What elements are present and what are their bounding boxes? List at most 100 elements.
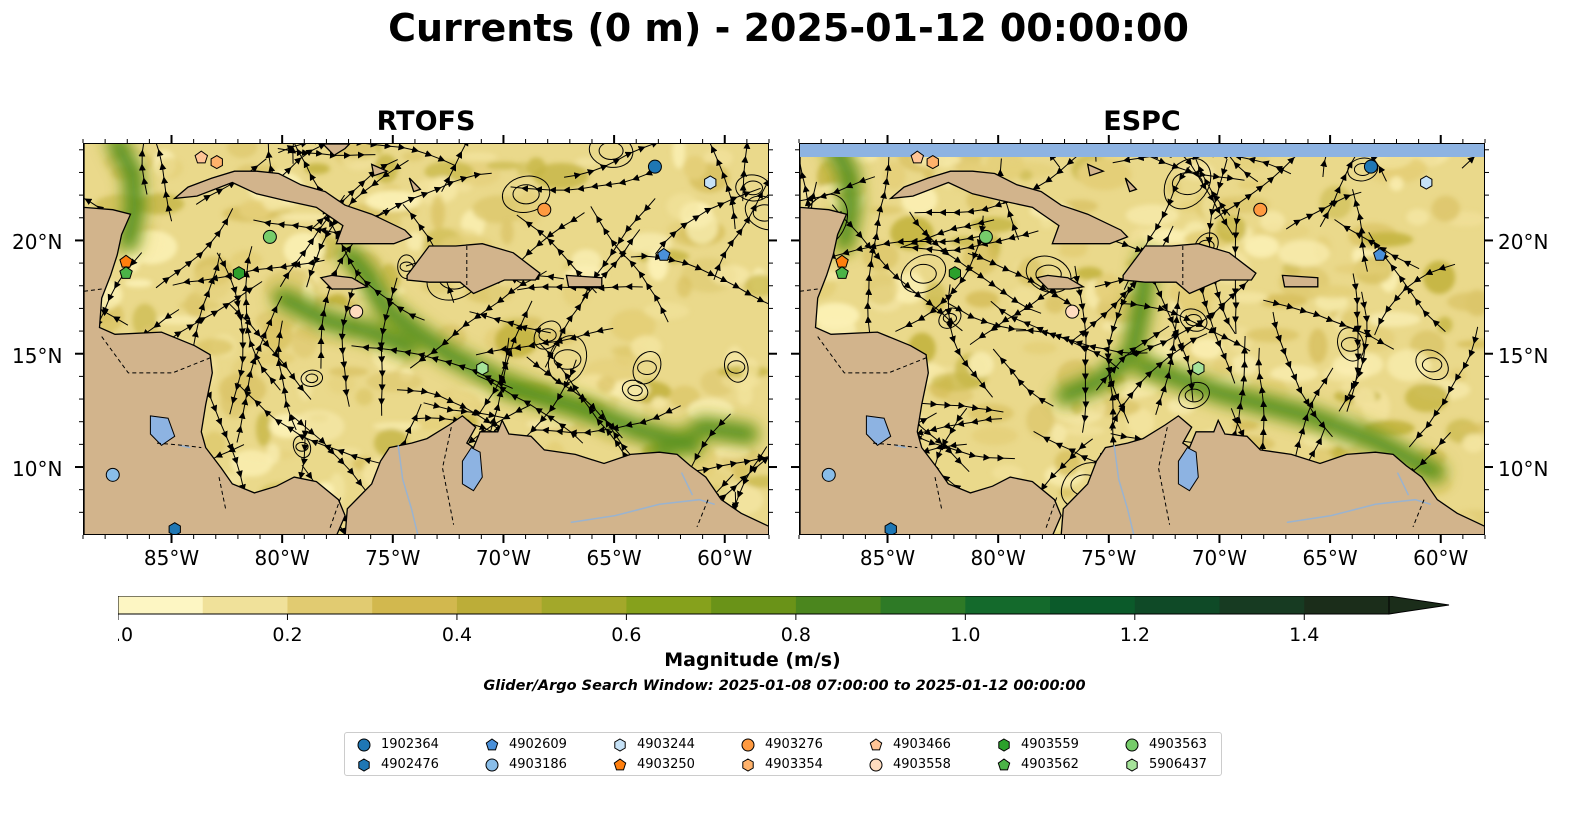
panel-title-rtofs: RTOFS — [376, 106, 476, 137]
legend-label: 5906437 — [1149, 757, 1207, 772]
colorbar-segment — [711, 596, 797, 614]
lat-label-10n-right: 10°N — [1498, 457, 1549, 481]
float-marker-4903559 — [948, 266, 961, 281]
lon-label: 80°W — [970, 546, 1026, 570]
float-marker-4903244 — [1420, 175, 1433, 190]
float-marker-4903563 — [978, 229, 993, 244]
colorbar-tick-label: 1.2 — [1120, 624, 1150, 646]
colorbar-segment — [372, 596, 458, 614]
float-marker-4903563 — [262, 229, 277, 244]
colorbar-tick-label: 1.4 — [1289, 624, 1319, 646]
float-marker-4903558 — [349, 304, 364, 319]
colorbar-segment — [965, 596, 1051, 614]
colorbar-segment — [795, 596, 882, 614]
float-marker-1902364 — [647, 159, 662, 174]
lat-label-15n: 15°N — [12, 344, 63, 368]
legend-marker-icon — [741, 738, 755, 751]
lon-label: 70°W — [475, 546, 532, 570]
float-marker-4903186 — [821, 467, 836, 482]
legend-item: 4903563 — [1125, 737, 1207, 752]
legend-marker-icon — [742, 757, 754, 772]
map-espc[interactable] — [799, 143, 1485, 535]
lon-label: 70°W — [1191, 546, 1248, 570]
lon-label: 75°W — [365, 546, 421, 570]
colorbar-segment — [1219, 596, 1305, 614]
lat-label-15n-right: 15°N — [1498, 344, 1549, 368]
float-marker-4903466 — [194, 150, 209, 164]
legend-marker-icon — [357, 738, 371, 751]
legend-marker-icon — [485, 758, 499, 771]
lon-label: 60°W — [697, 546, 753, 570]
float-marker-4902476 — [168, 522, 181, 534]
page-title: Currents (0 m) - 2025-01-12 00:00:00 — [388, 6, 1189, 50]
colorbar-segment — [202, 596, 288, 614]
legend-item: 4903276 — [741, 737, 823, 752]
lat-label-20n: 20°N — [12, 230, 63, 254]
legend-label: 4902609 — [509, 737, 567, 752]
legend-marker-icon — [997, 757, 1011, 770]
colorbar-tick-label: 0.6 — [611, 624, 641, 646]
colorbar-tick-label: 0.4 — [442, 624, 472, 646]
legend-item: 4903186 — [485, 757, 567, 772]
legend-item: 4903558 — [869, 757, 951, 772]
colorbar-segment — [1304, 596, 1390, 614]
map-rtofs[interactable] — [83, 143, 769, 535]
colorbar-segment — [118, 596, 204, 614]
legend-item: 1902364 — [357, 737, 439, 752]
legend-marker-icon — [998, 737, 1010, 752]
float-marker-5906437 — [476, 361, 489, 376]
legend-item: 4903244 — [613, 737, 695, 752]
float-marker-4902609 — [1373, 247, 1387, 261]
float-marker-4903276 — [537, 202, 552, 217]
legend-item: 4903559 — [997, 737, 1079, 752]
legend-label: 4903558 — [893, 757, 951, 772]
float-marker-5906437 — [1192, 361, 1205, 376]
float-marker-4902476 — [884, 522, 897, 534]
lon-label: 65°W — [586, 546, 642, 570]
float-marker-4903559 — [232, 266, 245, 281]
legend-item: 4902609 — [485, 737, 567, 752]
legend-marker-icon — [1125, 738, 1139, 751]
float-marker-4903558 — [1065, 304, 1080, 319]
lon-label: 80°W — [254, 546, 310, 570]
legend-item: 4903250 — [613, 757, 695, 772]
colorbar: 0.0 0.2 0.4 0.6 0.8 1.0 1.2 1.4 — [103, 595, 1458, 660]
legend-label: 4903563 — [1149, 737, 1207, 752]
legend-marker-icon — [614, 737, 626, 752]
search-window-text: Glider/Argo Search Window: 2025-01-08 07… — [483, 678, 1086, 694]
float-marker-1902364 — [1363, 159, 1378, 174]
colorbar-tick-label: 0.8 — [781, 624, 811, 646]
lat-label-20n-right: 20°N — [1498, 230, 1549, 254]
legend-label: 4902476 — [381, 757, 439, 772]
legend-label: 4903276 — [765, 737, 823, 752]
legend-marker-icon — [869, 758, 883, 771]
colorbar-tick-label: 0.2 — [272, 624, 302, 646]
legend-label: 4903244 — [637, 737, 695, 752]
lon-label: 60°W — [1413, 546, 1469, 570]
legend-label: 4903559 — [1021, 737, 1079, 752]
lat-label-10n: 10°N — [12, 457, 63, 481]
legend-item: 4903562 — [997, 757, 1079, 772]
legend-marker-icon — [358, 757, 370, 772]
float-legend: 1902364 4902476 4902609 4903186 4903244 49032… — [344, 732, 1222, 776]
colorbar-segment — [541, 596, 627, 614]
colorbar-tick-label: 0.0 — [118, 624, 133, 646]
float-marker-4903186 — [105, 467, 120, 482]
legend-marker-icon — [869, 737, 883, 750]
legend-item: 4903354 — [741, 757, 823, 772]
colorbar-segment — [1050, 596, 1136, 614]
legend-marker-icon — [1126, 757, 1138, 772]
colorbar-segment — [880, 596, 966, 614]
legend-label: 4903186 — [509, 757, 567, 772]
float-marker-4903276 — [1253, 202, 1268, 217]
colorbar-segment — [456, 596, 543, 614]
lon-label: 85°W — [143, 546, 200, 570]
float-marker-4903244 — [704, 175, 717, 190]
float-marker-4902609 — [657, 247, 671, 261]
lon-label: 75°W — [1081, 546, 1137, 570]
lon-label: 65°W — [1302, 546, 1358, 570]
legend-marker-icon — [613, 757, 627, 770]
legend-item: 4902476 — [357, 757, 439, 772]
legend-label: 4903354 — [765, 757, 823, 772]
legend-label: 4903250 — [637, 757, 695, 772]
